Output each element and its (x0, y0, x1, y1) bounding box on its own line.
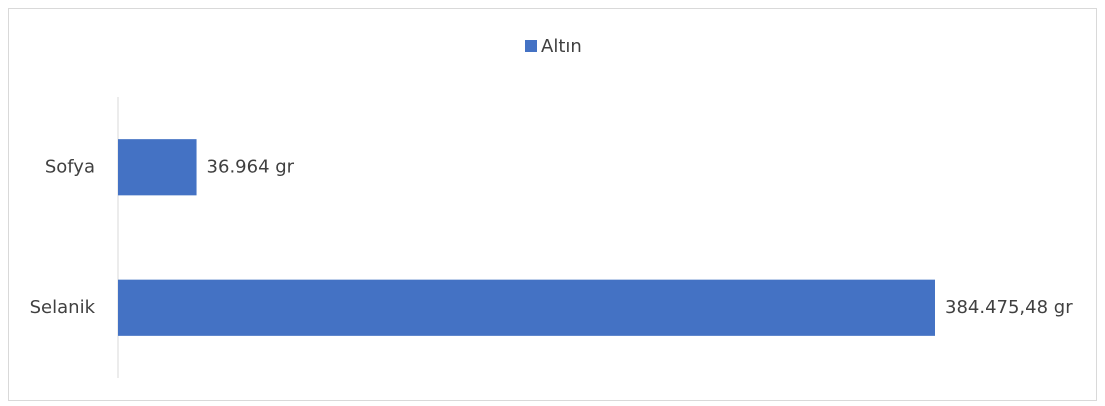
y-tick-label: Selanik (30, 297, 96, 318)
bar (118, 139, 197, 196)
y-tick-label: Sofya (45, 156, 95, 177)
chart-border (8, 8, 1097, 401)
data-label: 384.475,48 gr (945, 297, 1073, 318)
data-label: 36.964 gr (207, 156, 295, 177)
bar (118, 279, 935, 336)
legend-label: Altın (541, 36, 582, 57)
legend-swatch (525, 40, 537, 52)
